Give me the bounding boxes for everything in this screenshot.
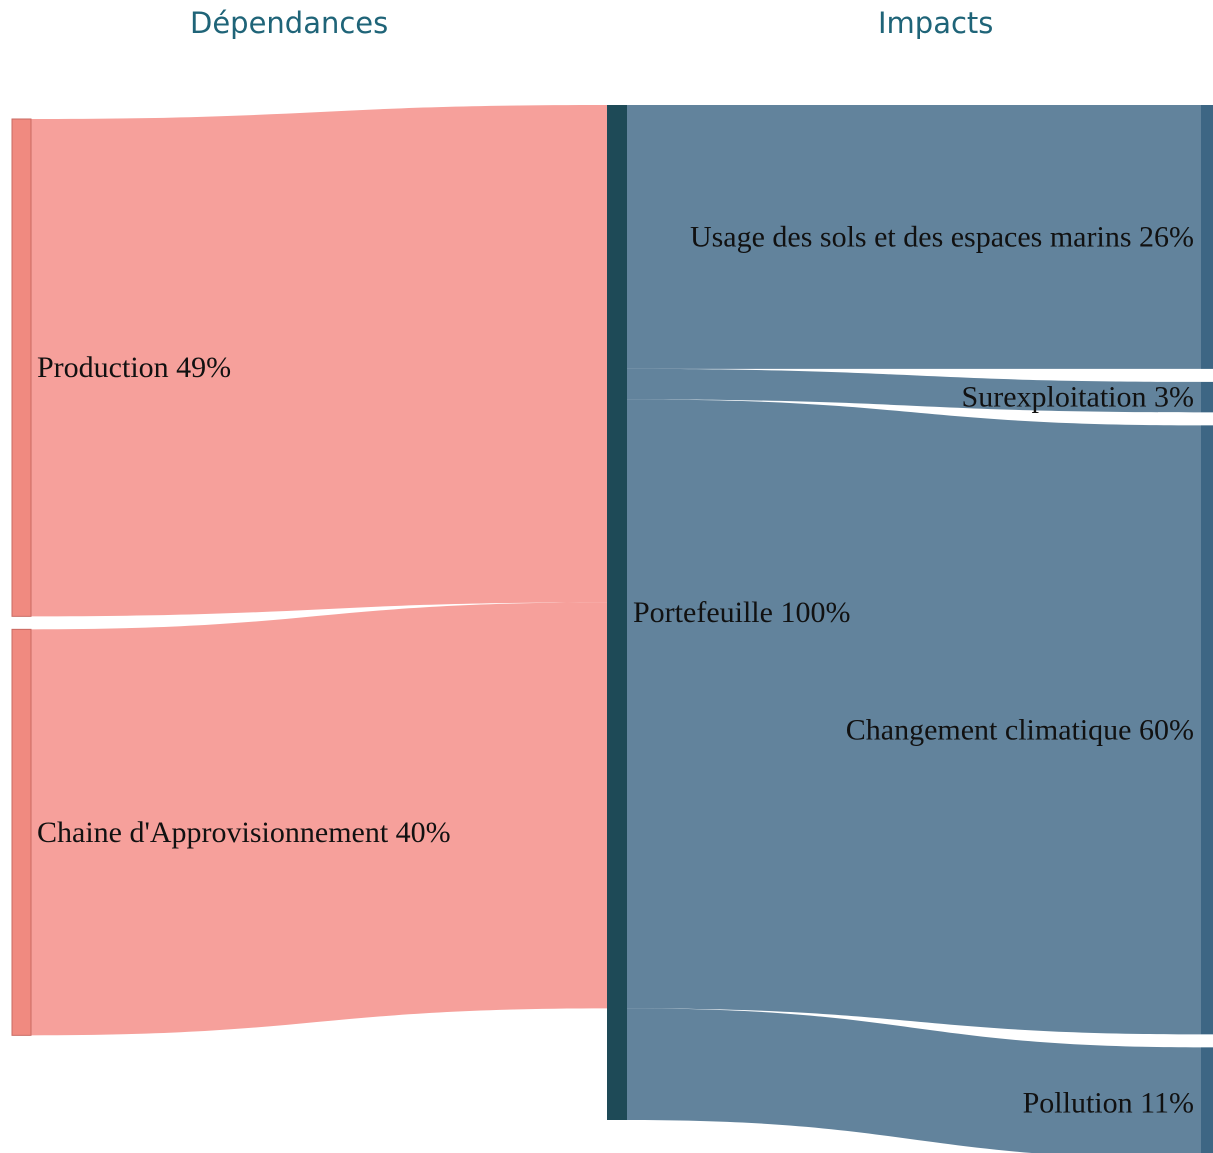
link-production-portefeuille <box>31 105 607 617</box>
dependances-header: Dépendances <box>190 6 389 40</box>
label-production: Production 49% <box>37 351 231 384</box>
node-chaine <box>11 628 32 1036</box>
label-chaine: Chaine d'Approvisionnement 40% <box>37 816 451 849</box>
node-changement <box>1201 425 1213 1035</box>
sankey-links <box>31 105 1201 1153</box>
link-portefeuille-surexploitation <box>627 368 1201 413</box>
impacts-header: Impacts <box>878 6 994 40</box>
node-surexploitation <box>1201 381 1213 413</box>
link-portefeuille-pollution <box>627 1008 1201 1153</box>
node-usage <box>1201 105 1213 369</box>
label-usage: Usage des sols et des espaces marins 26% <box>690 220 1194 253</box>
sankey-nodes <box>11 105 1213 1153</box>
link-chaine-portefeuille <box>31 602 607 1036</box>
label-pollution: Pollution 11% <box>1023 1087 1194 1120</box>
node-pollution <box>1201 1047 1213 1153</box>
label-portefeuille: Portefeuille 100% <box>633 596 850 629</box>
node-portefeuille <box>607 105 627 1120</box>
label-surexploitation: Surexploitation 3% <box>962 381 1194 414</box>
link-portefeuille-changement <box>627 399 1201 1035</box>
node-production <box>11 118 32 617</box>
link-portefeuille-usage <box>627 105 1201 369</box>
label-changement: Changement climatique 60% <box>846 713 1194 746</box>
sankey-labels: Production 49% Chaine d'Approvisionnement… <box>37 220 1194 1119</box>
